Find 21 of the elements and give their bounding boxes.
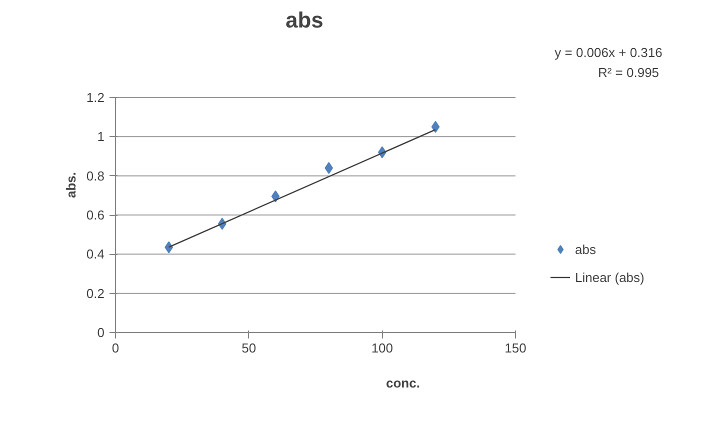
- x-tick-label: 50: [242, 340, 256, 356]
- y-tick-label: 1.2: [86, 90, 105, 105]
- point: [431, 120, 440, 133]
- chart-title: abs: [286, 8, 324, 32]
- legend-label: Linear (abs): [575, 270, 644, 284]
- x-tick-label: 150: [504, 340, 526, 356]
- y-tick-label: 1: [97, 129, 105, 144]
- text: y = 0.006x + 0.316: [554, 45, 662, 60]
- y-tick-label: 0.6: [86, 208, 105, 222]
- x-tick-label: 0: [112, 340, 120, 356]
- text: R² = 0.995: [598, 65, 660, 80]
- x-axis-title: conc.: [386, 376, 420, 390]
- point: [271, 190, 280, 202]
- y-tick-label: 0.4: [86, 246, 105, 262]
- y-tick-label: 0: [97, 325, 105, 340]
- y-axis-title: abs.: [63, 172, 78, 198]
- legend-label: abs: [575, 242, 596, 256]
- point: [324, 162, 333, 174]
- y-tick-label: 0.2: [86, 286, 105, 301]
- x-tick-label: 100: [371, 340, 394, 356]
- y-tick-label: 0.8: [86, 168, 105, 184]
